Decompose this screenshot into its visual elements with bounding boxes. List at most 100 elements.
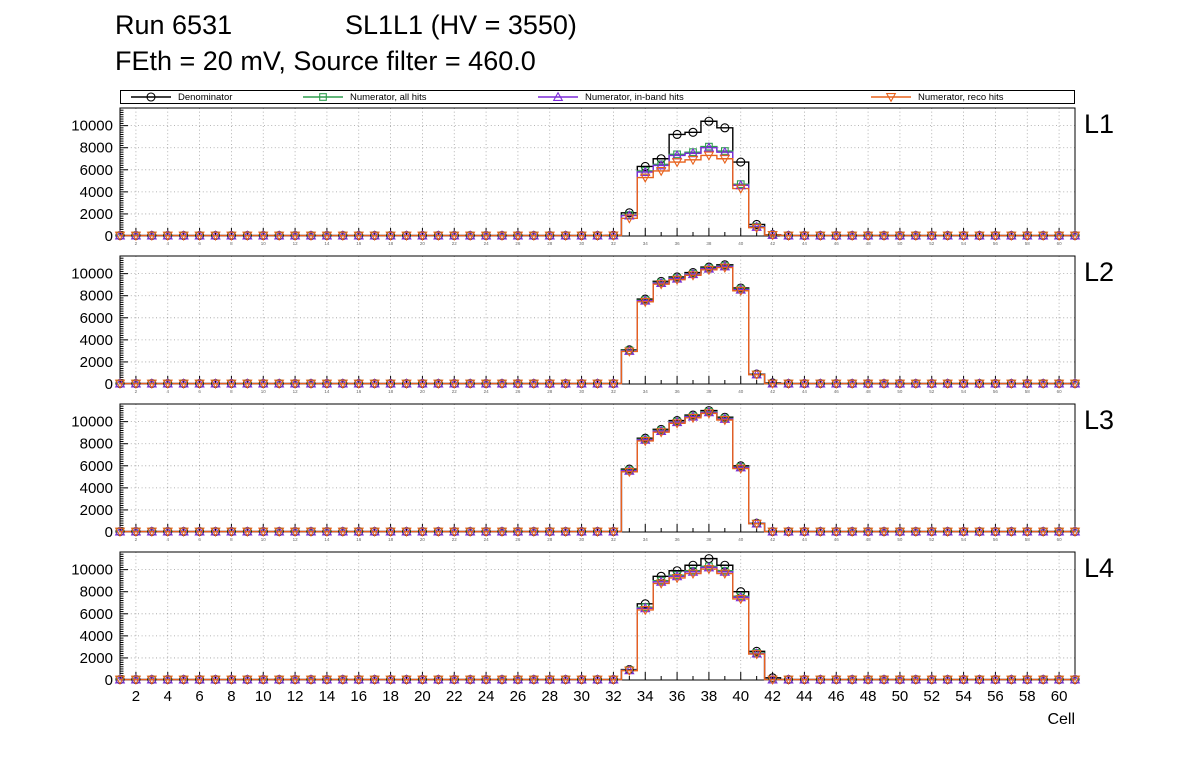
- svg-text:32: 32: [611, 537, 617, 542]
- svg-text:8: 8: [230, 537, 233, 542]
- svg-text:0: 0: [105, 376, 113, 393]
- svg-text:22: 22: [446, 688, 463, 705]
- series-markers-2: [114, 562, 1081, 684]
- svg-text:6000: 6000: [80, 458, 113, 475]
- panel-label-L2: L2: [1084, 257, 1114, 287]
- svg-text:50: 50: [897, 241, 903, 246]
- svg-text:20: 20: [420, 389, 426, 394]
- svg-text:6000: 6000: [80, 606, 113, 623]
- svg-text:52: 52: [929, 241, 935, 246]
- svg-text:40: 40: [732, 688, 749, 705]
- svg-text:40: 40: [738, 537, 744, 542]
- svg-text:6: 6: [195, 688, 203, 705]
- svg-text:30: 30: [579, 389, 585, 394]
- series-markers-3: [114, 565, 1081, 685]
- svg-text:2000: 2000: [80, 354, 113, 371]
- svg-text:48: 48: [866, 537, 872, 542]
- svg-text:26: 26: [515, 389, 521, 394]
- series-line-3: [120, 412, 1075, 533]
- y-axis-labels: 0 2000 4000 6000 8000 10000: [71, 266, 113, 393]
- svg-text:24: 24: [484, 537, 490, 542]
- svg-text:40: 40: [738, 389, 744, 394]
- series-line-0: [120, 120, 1075, 237]
- svg-text:48: 48: [860, 688, 877, 705]
- svg-text:12: 12: [287, 688, 304, 705]
- run-title: Run 6531: [115, 10, 233, 40]
- svg-text:36: 36: [675, 241, 681, 246]
- svg-text:54: 54: [961, 389, 967, 394]
- svg-text:8: 8: [227, 688, 235, 705]
- series-markers-0: [115, 260, 1080, 389]
- svg-text:28: 28: [547, 241, 553, 246]
- svg-text:24: 24: [478, 688, 495, 705]
- svg-text:4000: 4000: [80, 480, 113, 497]
- legend: Denominator Numerator, all hits Numerato…: [120, 90, 1075, 104]
- series-markers-0: [115, 406, 1080, 537]
- svg-text:58: 58: [1025, 241, 1031, 246]
- legend-label: Numerator, reco hits: [918, 91, 1004, 103]
- svg-text:34: 34: [643, 241, 649, 246]
- series-line-1: [120, 565, 1075, 681]
- series-line-0: [120, 409, 1075, 533]
- axis-ticks: [120, 553, 1060, 681]
- svg-text:4: 4: [164, 688, 172, 705]
- svg-text:32: 32: [611, 241, 617, 246]
- svg-text:38: 38: [706, 389, 712, 394]
- svg-text:28: 28: [547, 537, 553, 542]
- svg-text:38: 38: [701, 688, 718, 705]
- svg-text:2: 2: [135, 537, 138, 542]
- svg-text:0: 0: [105, 672, 113, 689]
- legend-entry-circle: Denominator: [129, 91, 232, 103]
- panel-label-L1: L1: [1084, 109, 1114, 139]
- svg-text:8000: 8000: [80, 140, 113, 157]
- grid: [120, 108, 1075, 236]
- legend-marker-square-icon: [303, 93, 343, 101]
- svg-text:14: 14: [324, 537, 330, 542]
- svg-text:10000: 10000: [71, 266, 113, 283]
- series-markers-1: [116, 562, 1079, 684]
- svg-text:10000: 10000: [71, 118, 113, 135]
- series-markers-1: [116, 142, 1079, 240]
- panels-container: 0 2000 4000 6000 8000 10000 2 4 6 8 10 12 14 16 18 20 22…: [0, 104, 1196, 748]
- svg-text:6: 6: [198, 241, 201, 246]
- legend-entry-triangle-up: Numerator, in-band hits: [536, 91, 684, 103]
- svg-text:34: 34: [643, 389, 649, 394]
- series-markers-2: [114, 142, 1081, 240]
- svg-text:52: 52: [929, 537, 935, 542]
- legend-label: Numerator, all hits: [350, 91, 427, 103]
- x-axis-title: Cell: [1047, 711, 1075, 728]
- svg-text:26: 26: [510, 688, 527, 705]
- axis-ticks: [120, 257, 1060, 385]
- svg-text:56: 56: [993, 241, 999, 246]
- grid: [120, 256, 1075, 384]
- svg-text:50: 50: [897, 389, 903, 394]
- x-axis-labels-small: 2 4 6 8 10 12 14 16 18 20 22 24 26 28 30 32 34 36 38 40 42 44…: [135, 241, 1062, 246]
- svg-text:26: 26: [515, 241, 521, 246]
- series-line-3: [120, 266, 1075, 385]
- svg-text:18: 18: [388, 241, 394, 246]
- svg-text:56: 56: [993, 389, 999, 394]
- svg-text:14: 14: [319, 688, 336, 705]
- svg-text:6000: 6000: [80, 162, 113, 179]
- legend-label: Numerator, in-band hits: [585, 91, 684, 103]
- svg-text:0: 0: [105, 524, 113, 541]
- svg-text:10: 10: [261, 389, 267, 394]
- svg-text:46: 46: [834, 389, 840, 394]
- svg-text:16: 16: [356, 537, 362, 542]
- x-axis-labels-small: 2 4 6 8 10 12 14 16 18 20 22 24 26 28 30 32 34 36 38 40 42 44…: [135, 537, 1062, 542]
- svg-text:26: 26: [515, 537, 521, 542]
- svg-text:46: 46: [834, 537, 840, 542]
- svg-text:56: 56: [993, 537, 999, 542]
- legend-marker-triangle-down-icon: [871, 93, 911, 103]
- series-line-0: [120, 557, 1075, 681]
- svg-text:30: 30: [579, 241, 585, 246]
- svg-text:46: 46: [828, 688, 845, 705]
- svg-text:2000: 2000: [80, 650, 113, 667]
- svg-text:2: 2: [132, 688, 140, 705]
- svg-text:4000: 4000: [80, 628, 113, 645]
- axis-ticks: [120, 109, 1060, 237]
- svg-text:24: 24: [484, 241, 490, 246]
